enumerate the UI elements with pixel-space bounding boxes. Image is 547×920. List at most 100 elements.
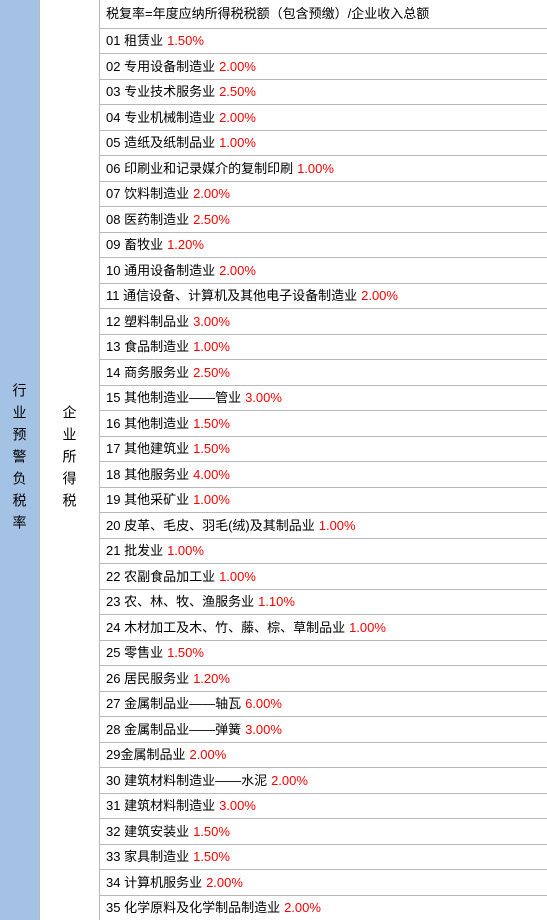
table-row: 14 商务服务业2.50%	[100, 360, 547, 386]
rate-value: 1.00%	[349, 618, 386, 638]
table-row: 30 建筑材料制造业——水泥2.00%	[100, 768, 547, 794]
table-row: 13 食品制造业1.00%	[100, 335, 547, 361]
rate-value: 1.00%	[193, 490, 230, 510]
rate-value: 1.00%	[219, 567, 256, 587]
rate-value: 2.50%	[193, 363, 230, 383]
industry-label: 06 印刷业和记录媒介的复制印刷	[106, 159, 293, 179]
table-row: 10 通用设备制造业2.00%	[100, 258, 547, 284]
rate-value: 1.00%	[319, 516, 356, 536]
rate-value: 6.00%	[245, 694, 282, 714]
table-row: 32 建筑安装业1.50%	[100, 819, 547, 845]
mid-header-text: 企业所得税	[60, 405, 80, 515]
industry-label: 12 塑料制品业	[106, 312, 189, 332]
industry-label: 29金属制品业	[106, 745, 185, 765]
rate-value: 1.20%	[167, 235, 204, 255]
table-row: 28 金属制品业——弹簧3.00%	[100, 717, 547, 743]
rate-value: 2.00%	[193, 184, 230, 204]
industry-label: 26 居民服务业	[106, 669, 189, 689]
left-header-text: 行业预警负税率	[10, 383, 30, 537]
table-row: 26 居民服务业1.20%	[100, 666, 547, 692]
rate-value: 1.50%	[167, 31, 204, 51]
rate-value: 2.00%	[219, 261, 256, 281]
industry-label: 34 计算机服务业	[106, 873, 202, 893]
table-row: 34 计算机服务业2.00%	[100, 870, 547, 896]
industry-label: 30 建筑材料制造业——水泥	[106, 771, 267, 791]
table-row: 17 其他建筑业1.50%	[100, 437, 547, 463]
rate-value: 1.00%	[167, 541, 204, 561]
tax-rate-table: 行业预警负税率 企业所得税 税复率=年度应纳所得税税额（包含预缴）/企业收入总额…	[0, 0, 547, 920]
table-row: 12 塑料制品业3.00%	[100, 309, 547, 335]
table-row: 15 其他制造业——管业3.00%	[100, 386, 547, 412]
table-row: 11 通信设备、计算机及其他电子设备制造业2.00%	[100, 284, 547, 310]
rate-value: 1.00%	[193, 337, 230, 357]
table-row: 33 家具制造业1.50%	[100, 845, 547, 871]
formula-row: 税复率=年度应纳所得税税额（包含预缴）/企业收入总额	[100, 0, 547, 29]
industry-label: 11 通信设备、计算机及其他电子设备制造业	[106, 286, 357, 306]
rate-value: 1.00%	[297, 159, 334, 179]
industry-label: 31 建筑材料制造业	[106, 796, 215, 816]
industry-label: 04 专业机械制造业	[106, 108, 215, 128]
rate-value: 1.10%	[258, 592, 295, 612]
table-row: 19 其他采矿业1.00%	[100, 488, 547, 514]
rate-value: 2.00%	[189, 745, 226, 765]
rate-value: 1.50%	[167, 643, 204, 663]
table-row: 23 农、林、牧、渔服务业1.10%	[100, 590, 547, 616]
rate-value: 2.50%	[193, 210, 230, 230]
industry-label: 21 批发业	[106, 541, 163, 561]
rate-value: 2.00%	[206, 873, 243, 893]
table-row: 22 农副食品加工业1.00%	[100, 564, 547, 590]
rate-value: 3.00%	[219, 796, 256, 816]
left-header-column: 行业预警负税率	[0, 0, 40, 920]
industry-label: 25 零售业	[106, 643, 163, 663]
rate-value: 2.00%	[284, 898, 321, 918]
industry-label: 19 其他采矿业	[106, 490, 189, 510]
industry-label: 07 饮料制造业	[106, 184, 189, 204]
rate-value: 1.50%	[193, 439, 230, 459]
rate-value: 3.00%	[193, 312, 230, 332]
industry-label: 22 农副食品加工业	[106, 567, 215, 587]
rate-value: 2.50%	[219, 82, 256, 102]
table-row: 07 饮料制造业2.00%	[100, 182, 547, 208]
table-row: 03 专业技术服务业2.50%	[100, 80, 547, 106]
table-row: 02 专用设备制造业2.00%	[100, 54, 547, 80]
table-row: 18 其他服务业4.00%	[100, 462, 547, 488]
table-row: 27 金属制品业——轴瓦6.00%	[100, 692, 547, 718]
industry-label: 24 木材加工及木、竹、藤、棕、草制品业	[106, 618, 345, 638]
industry-label: 09 畜牧业	[106, 235, 163, 255]
rate-value: 2.00%	[219, 57, 256, 77]
industry-label: 17 其他建筑业	[106, 439, 189, 459]
table-row: 24 木材加工及木、竹、藤、棕、草制品业1.00%	[100, 615, 547, 641]
table-row: 06 印刷业和记录媒介的复制印刷1.00%	[100, 156, 547, 182]
table-row: 20 皮革、毛皮、羽毛(绒)及其制品业1.00%	[100, 513, 547, 539]
industry-label: 02 专用设备制造业	[106, 57, 215, 77]
industry-label: 33 家具制造业	[106, 847, 189, 867]
table-row: 29金属制品业2.00%	[100, 743, 547, 769]
table-row: 04 专业机械制造业2.00%	[100, 105, 547, 131]
industry-label: 03 专业技术服务业	[106, 82, 215, 102]
rate-value: 1.50%	[193, 822, 230, 842]
rate-value: 3.00%	[245, 388, 282, 408]
industry-label: 35 化学原料及化学制品制造业	[106, 898, 280, 918]
industry-label: 16 其他制造业	[106, 414, 189, 434]
table-row: 31 建筑材料制造业3.00%	[100, 794, 547, 820]
data-column: 税复率=年度应纳所得税税额（包含预缴）/企业收入总额 01 租赁业1.50%02…	[100, 0, 547, 920]
rate-value: 1.50%	[193, 414, 230, 434]
industry-label: 14 商务服务业	[106, 363, 189, 383]
table-row: 01 租赁业1.50%	[100, 29, 547, 55]
rate-value: 2.00%	[271, 771, 308, 791]
industry-label: 13 食品制造业	[106, 337, 189, 357]
rate-value: 2.00%	[219, 108, 256, 128]
rate-value: 4.00%	[193, 465, 230, 485]
industry-label: 32 建筑安装业	[106, 822, 189, 842]
table-row: 16 其他制造业1.50%	[100, 411, 547, 437]
rate-value: 3.00%	[245, 720, 282, 740]
industry-label: 15 其他制造业——管业	[106, 388, 241, 408]
industry-label: 28 金属制品业——弹簧	[106, 720, 241, 740]
table-row: 21 批发业1.00%	[100, 539, 547, 565]
industry-label: 23 农、林、牧、渔服务业	[106, 592, 254, 612]
rate-value: 1.20%	[193, 669, 230, 689]
table-row: 05 造纸及纸制品业1.00%	[100, 131, 547, 157]
industry-label: 05 造纸及纸制品业	[106, 133, 215, 153]
industry-label: 27 金属制品业——轴瓦	[106, 694, 241, 714]
industry-label: 20 皮革、毛皮、羽毛(绒)及其制品业	[106, 516, 315, 536]
